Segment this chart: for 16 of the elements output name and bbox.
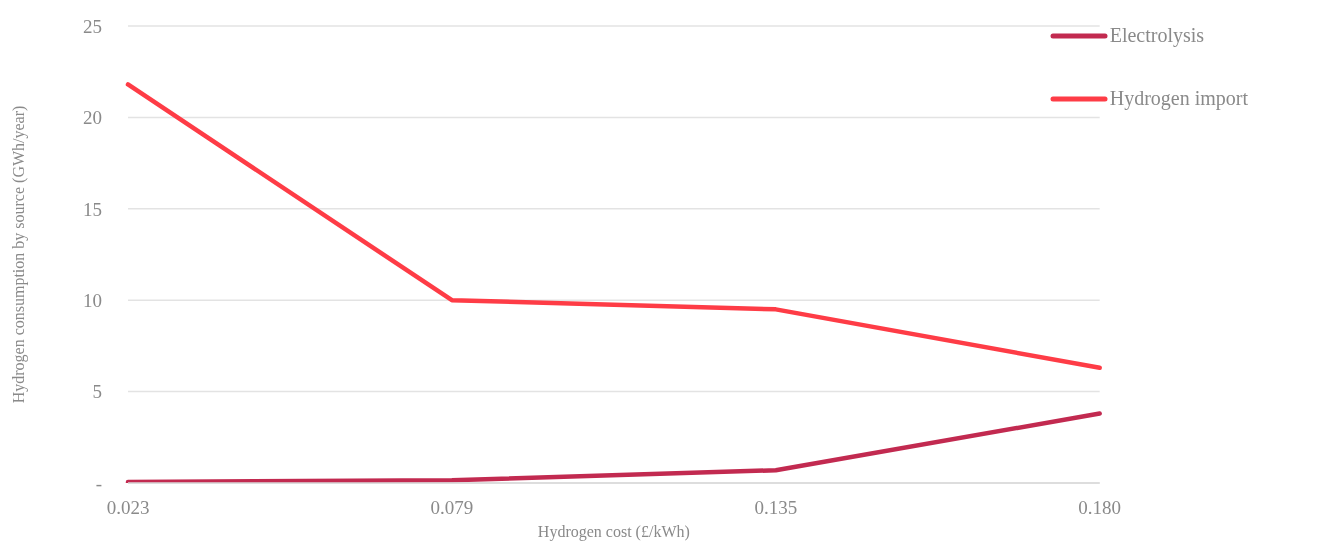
y-tick-label: 10 bbox=[83, 289, 102, 311]
y-tick-label: 20 bbox=[83, 107, 102, 129]
y-tick-label: 15 bbox=[83, 198, 102, 220]
x-tick-label: 0.023 bbox=[106, 497, 150, 519]
legend-label: Hydrogen import bbox=[1109, 87, 1248, 110]
x-tick-label: 0.135 bbox=[754, 497, 798, 519]
y-tick-label: 25 bbox=[83, 15, 102, 37]
legend-label: Electrolysis bbox=[1109, 24, 1205, 47]
y-axis-title: Hydrogen consumption by source (GWh/year) bbox=[9, 105, 28, 404]
y-tick-label: 5 bbox=[92, 381, 102, 403]
x-tick-label: 0.180 bbox=[1078, 497, 1122, 519]
line-series bbox=[125, 411, 1102, 483]
y-tick-label: - bbox=[95, 472, 102, 494]
x-tick-label: 0.079 bbox=[430, 497, 474, 519]
line-series bbox=[125, 82, 1102, 371]
x-axis-title: Hydrogen cost (£/kWh) bbox=[537, 523, 690, 541]
